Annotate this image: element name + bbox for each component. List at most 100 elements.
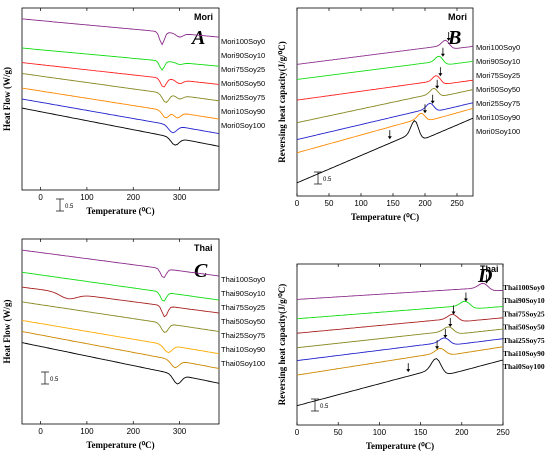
legend-entry: Mori50Soy50 (221, 79, 265, 88)
legend-entry: Thai100Soy0 (503, 283, 545, 292)
scale-label: 0.5 (323, 177, 332, 183)
series-line-Thai50Soy50 (21, 301, 220, 333)
x-axis-label: Temperature (⁰C) (366, 441, 434, 451)
x-tick-label: 200 (455, 428, 469, 437)
series-line-Mori10Soy90 (296, 107, 474, 154)
series-line-Mori75Soy25 (21, 62, 220, 88)
series-line-Thai25Soy75 (296, 337, 504, 362)
x-axis-label: Temperature (⁰C) (86, 206, 154, 216)
arrow-head (430, 100, 435, 104)
legend-entry: Thai75Soy25 (221, 303, 265, 312)
x-tick-label: 0 (295, 199, 300, 208)
panel-B: 0 50 100 150 200 250 Temperature (⁰C) Reversing… (277, 7, 520, 222)
series-line-Mori0Soy100 (21, 107, 220, 147)
x-tick-label: 200 (127, 427, 141, 436)
x-tick-label: 0 (38, 193, 43, 202)
legend-entry: Mori25Soy75 (221, 93, 265, 102)
series-line-Mori50Soy50 (21, 73, 220, 103)
legend-entry: Mori90Soy10 (476, 57, 520, 66)
y-axis-label: Heat Flow (W/g) (2, 67, 12, 131)
arrow-head (446, 37, 451, 41)
series-line-Thai90Soy10 (296, 300, 504, 320)
series-line-Thai10Soy90 (21, 331, 220, 369)
x-tick-label: 100 (354, 199, 368, 208)
y-axis-label: Reversing heat capacity(J/g/⁰C) (277, 284, 287, 406)
series-line-Mori0Soy100 (296, 117, 474, 184)
arrow-head (443, 335, 448, 339)
arrow-head (448, 323, 453, 327)
series-line-Thai25Soy75 (21, 319, 220, 355)
arrow-head (435, 85, 440, 89)
legend-entry: Thai25Soy75 (503, 336, 545, 345)
arrow-head (423, 110, 427, 114)
x-tick-label: 100 (80, 193, 94, 202)
arrow-head (484, 280, 489, 284)
panel-tag: Mori (448, 12, 467, 22)
panel-letter: B (447, 27, 461, 49)
x-tick-label: 250 (450, 199, 464, 208)
scale-label: 0.5 (320, 404, 329, 410)
x-axis-label: Temperature (⁰C) (351, 212, 419, 222)
legend-entry: Mori0Soy100 (221, 121, 265, 130)
panel-D: 0 50 100 150 200 250 Temperature (⁰C) Reversing… (277, 263, 545, 451)
series-line-Thai0Soy100 (296, 358, 504, 407)
x-axis-label: Temperature (⁰C) (86, 440, 154, 450)
legend-entry: Thai10Soy90 (503, 349, 545, 358)
x-tick-label: 0 (38, 427, 43, 436)
x-tick-label: 200 (127, 193, 141, 202)
plot-frame-A (21, 7, 220, 191)
arrow-head (451, 311, 456, 315)
x-tick-label: 0 (295, 428, 300, 437)
legend-entry: Mori25Soy75 (476, 99, 520, 108)
series-line-Thai75Soy25 (296, 313, 504, 334)
series-line-Mori25Soy75 (21, 87, 220, 120)
series-line-Thai100Soy0 (21, 249, 220, 279)
legend-entry: Mori100Soy0 (476, 43, 520, 52)
scale-label: 0.5 (65, 204, 74, 210)
plot-frame-D (296, 263, 504, 426)
legend-entry: Mori100Soy0 (221, 37, 265, 46)
plot-frame-B (296, 7, 474, 197)
panel-letter: C (194, 260, 208, 282)
x-tick-label: 150 (386, 199, 400, 208)
x-tick-label: 100 (373, 428, 387, 437)
panel-letter: A (190, 27, 205, 49)
panel-letter: D (477, 265, 492, 287)
y-axis-label: Heat Flow (W/g) (2, 300, 12, 364)
panel-tag: Thai (194, 243, 213, 253)
legend-entry: Thai10Soy90 (221, 345, 265, 354)
x-tick-label: 200 (418, 199, 432, 208)
x-tick-label: 150 (414, 428, 428, 437)
panel-tag: Mori (194, 12, 213, 22)
series-line-Thai100Soy0 (296, 282, 504, 300)
x-tick-label: 300 (173, 193, 187, 202)
legend-entry: Thai90Soy10 (221, 289, 265, 298)
legend-entry: Mori90Soy10 (221, 51, 265, 60)
panel-C: 0 100 200 300 Temperature (⁰C) Heat Flow (W/g… (2, 238, 265, 450)
panel-tag: Thai (480, 264, 499, 274)
legend-entry: Thai100Soy0 (221, 275, 265, 284)
legend-entry: Thai0Soy100 (221, 359, 265, 368)
arrow-head (406, 369, 411, 373)
legend-entry: Thai0Soy100 (503, 362, 545, 371)
series-line-Mori10Soy90 (21, 98, 220, 135)
plot-frame-C (21, 238, 220, 425)
legend-entry: Mori50Soy50 (476, 85, 520, 94)
series-line-Thai10Soy90 (296, 346, 504, 376)
series-line-Mori100Soy0 (21, 18, 220, 46)
x-tick-label: 250 (496, 428, 510, 437)
legend-entry: Mori0Soy100 (476, 127, 520, 136)
series-line-Thai90Soy10 (21, 271, 220, 302)
series-line-Mori90Soy10 (21, 47, 220, 71)
x-tick-label: 300 (173, 427, 187, 436)
legend-entry: Thai50Soy50 (503, 323, 545, 332)
series-line-Mori90Soy10 (296, 55, 474, 80)
x-tick-label: 100 (80, 427, 94, 436)
legend-entry: Mori75Soy25 (476, 71, 520, 80)
series-line-Thai75Soy25 (21, 286, 220, 318)
legend-entry: Mori75Soy25 (221, 65, 265, 74)
series-line-Mori100Soy0 (296, 39, 474, 65)
y-axis-label: Reversing heat capacity(J/g/⁰C) (277, 41, 287, 163)
arrow-head (440, 53, 445, 57)
series-line-Mori75Soy25 (296, 75, 474, 101)
